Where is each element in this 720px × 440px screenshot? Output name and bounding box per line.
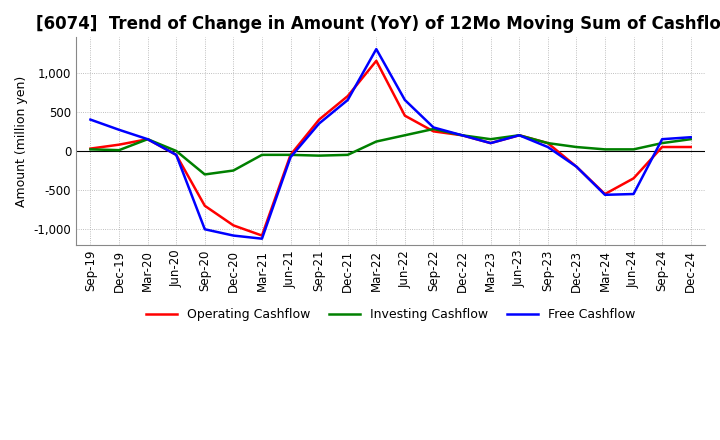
Y-axis label: Amount (million yen): Amount (million yen) bbox=[15, 76, 28, 207]
Line: Operating Cashflow: Operating Cashflow bbox=[91, 61, 690, 235]
Title: [6074]  Trend of Change in Amount (YoY) of 12Mo Moving Sum of Cashflows: [6074] Trend of Change in Amount (YoY) o… bbox=[35, 15, 720, 33]
Investing Cashflow bbox=[86, 147, 95, 152]
Operating Cashflow bbox=[229, 223, 238, 228]
Investing Cashflow bbox=[544, 140, 552, 146]
Investing Cashflow bbox=[686, 136, 695, 142]
Line: Investing Cashflow: Investing Cashflow bbox=[91, 129, 690, 174]
Investing Cashflow bbox=[658, 140, 667, 146]
Investing Cashflow bbox=[143, 136, 152, 142]
Investing Cashflow bbox=[172, 148, 181, 154]
Investing Cashflow bbox=[515, 132, 523, 138]
Free Cashflow bbox=[429, 125, 438, 130]
Investing Cashflow bbox=[600, 147, 609, 152]
Operating Cashflow bbox=[572, 164, 581, 169]
Free Cashflow bbox=[686, 135, 695, 140]
Free Cashflow bbox=[229, 233, 238, 238]
Free Cashflow bbox=[600, 192, 609, 198]
Operating Cashflow bbox=[400, 113, 409, 118]
Free Cashflow bbox=[172, 152, 181, 158]
Free Cashflow bbox=[143, 136, 152, 142]
Operating Cashflow bbox=[629, 176, 638, 181]
Free Cashflow bbox=[572, 164, 581, 169]
Free Cashflow bbox=[400, 97, 409, 103]
Investing Cashflow bbox=[229, 168, 238, 173]
Operating Cashflow bbox=[287, 152, 295, 158]
Investing Cashflow bbox=[343, 152, 352, 158]
Operating Cashflow bbox=[458, 132, 467, 138]
Operating Cashflow bbox=[258, 233, 266, 238]
Investing Cashflow bbox=[258, 152, 266, 158]
Free Cashflow bbox=[658, 136, 667, 142]
Free Cashflow bbox=[114, 127, 123, 132]
Operating Cashflow bbox=[486, 140, 495, 146]
Investing Cashflow bbox=[315, 153, 323, 158]
Free Cashflow bbox=[343, 97, 352, 103]
Free Cashflow bbox=[86, 117, 95, 122]
Investing Cashflow bbox=[629, 147, 638, 152]
Operating Cashflow bbox=[343, 93, 352, 99]
Operating Cashflow bbox=[658, 144, 667, 150]
Operating Cashflow bbox=[544, 140, 552, 146]
Operating Cashflow bbox=[143, 136, 152, 142]
Operating Cashflow bbox=[686, 144, 695, 150]
Operating Cashflow bbox=[315, 117, 323, 122]
Legend: Operating Cashflow, Investing Cashflow, Free Cashflow: Operating Cashflow, Investing Cashflow, … bbox=[140, 303, 641, 326]
Investing Cashflow bbox=[486, 136, 495, 142]
Free Cashflow bbox=[372, 47, 381, 52]
Free Cashflow bbox=[629, 191, 638, 197]
Free Cashflow bbox=[258, 236, 266, 241]
Operating Cashflow bbox=[114, 142, 123, 147]
Investing Cashflow bbox=[287, 152, 295, 158]
Free Cashflow bbox=[458, 132, 467, 138]
Investing Cashflow bbox=[572, 144, 581, 150]
Investing Cashflow bbox=[372, 139, 381, 144]
Operating Cashflow bbox=[200, 203, 209, 209]
Operating Cashflow bbox=[86, 146, 95, 151]
Line: Free Cashflow: Free Cashflow bbox=[91, 49, 690, 238]
Operating Cashflow bbox=[372, 58, 381, 63]
Free Cashflow bbox=[200, 227, 209, 232]
Operating Cashflow bbox=[515, 132, 523, 138]
Operating Cashflow bbox=[429, 129, 438, 134]
Investing Cashflow bbox=[429, 126, 438, 132]
Free Cashflow bbox=[544, 144, 552, 150]
Investing Cashflow bbox=[458, 132, 467, 138]
Investing Cashflow bbox=[400, 132, 409, 138]
Operating Cashflow bbox=[172, 152, 181, 158]
Investing Cashflow bbox=[200, 172, 209, 177]
Free Cashflow bbox=[486, 140, 495, 146]
Free Cashflow bbox=[515, 132, 523, 138]
Operating Cashflow bbox=[600, 191, 609, 197]
Free Cashflow bbox=[287, 154, 295, 160]
Free Cashflow bbox=[315, 121, 323, 126]
Investing Cashflow bbox=[114, 147, 123, 153]
